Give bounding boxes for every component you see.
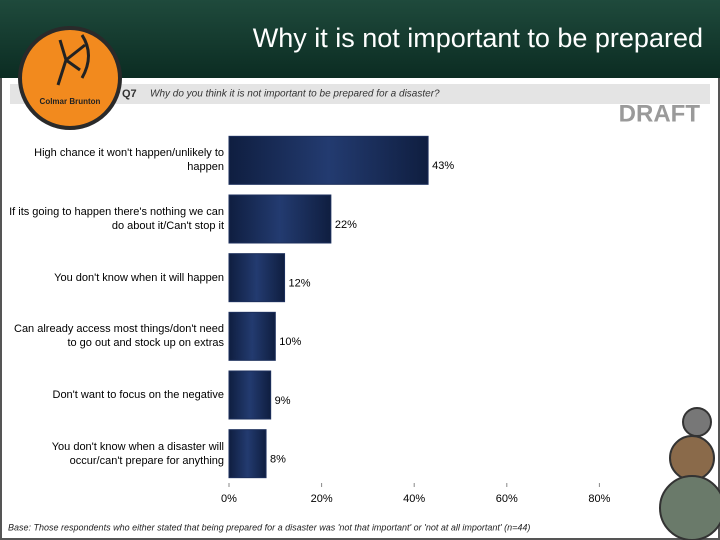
x-tick-label: 0% [221,493,237,505]
category-label: You don't know when a disaster will occu… [51,440,224,467]
value-label: 8% [270,454,286,466]
question-band [10,84,710,104]
photo [659,475,720,540]
logo [18,26,122,130]
question-number: Q7 [122,88,137,100]
value-label: 22% [335,219,357,231]
category-label: High chance it won't happen/unlikely to … [34,147,224,174]
category-label: Don't want to focus on the negative [52,389,225,401]
value-label: 9% [275,395,291,407]
bar [228,253,286,303]
bar [228,311,276,361]
value-label: 12% [289,278,311,290]
bar [228,194,332,244]
photo [669,435,715,481]
category-label: Can already access most things/don't nee… [14,323,224,350]
bar [228,135,429,185]
logo-figure [56,34,90,86]
photo [682,407,712,437]
bar [228,370,272,420]
draft-label: DRAFT [619,100,701,127]
x-tick-label: 80% [588,493,610,505]
value-label: 43% [432,160,454,172]
x-tick-label: 60% [496,493,518,505]
category-label: If its going to happen there's nothing w… [9,206,224,232]
chart-title: Why it is not important to be prepared [253,23,703,53]
bar [228,429,267,479]
question: Why do you think it is not important to … [150,89,440,100]
x-tick-label: 20% [311,493,333,505]
base-note: Base: Those respondents who either state… [8,522,530,532]
value-label: 10% [279,336,301,348]
logo-text: Colmar Brunton [40,97,101,106]
category-label: You don't know when it will happen [54,271,224,284]
x-tick-label: 40% [403,493,425,505]
